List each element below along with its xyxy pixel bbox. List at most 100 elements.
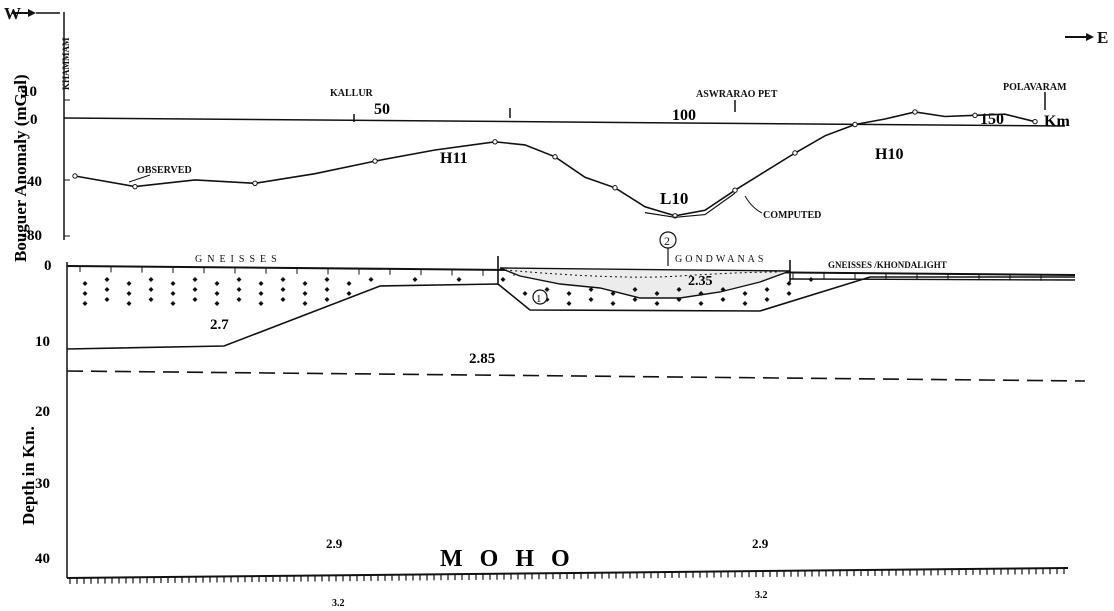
gneiss-mark <box>280 276 286 282</box>
gneiss-mark <box>654 290 660 296</box>
east-label: E <box>1097 28 1108 47</box>
gneiss-mark <box>104 296 110 302</box>
gneiss-mark <box>566 290 572 296</box>
gneiss-mark <box>280 296 286 302</box>
depth-tick-30: 30 <box>35 476 50 492</box>
gneiss-mark <box>588 286 594 292</box>
observed-anomaly-curve <box>74 111 1036 217</box>
gravity-ytick-10: 10 <box>22 84 37 100</box>
gneiss-mark <box>170 290 176 296</box>
gneiss-mark <box>720 286 726 292</box>
depth-tick-40: 40 <box>35 551 50 567</box>
gneiss-mark <box>346 290 352 296</box>
west-label: W <box>4 4 21 23</box>
gneiss-mark <box>258 300 264 306</box>
gneiss-mark <box>104 286 110 292</box>
gneiss-mark <box>324 296 330 302</box>
upper-crust-boundary <box>66 276 1075 350</box>
gneiss-mark <box>742 300 748 306</box>
section-panel: Depth in Km. 0 10 20 30 40 GNEISSES GOND… <box>19 231 1086 609</box>
density-3-2-left: 3.2 <box>332 598 345 609</box>
km-tick-150: 150 <box>980 111 1004 128</box>
gravity-ytick-0: 0 <box>30 112 38 128</box>
feature-h10: H10 <box>875 146 903 163</box>
west-arrow: W <box>4 4 60 23</box>
observed-point <box>72 173 78 179</box>
feature-l10: L10 <box>660 189 688 208</box>
body-marker-2: 2 <box>659 231 677 266</box>
density-3-2-right: 3.2 <box>755 590 768 601</box>
km-unit-label: Km <box>1044 113 1070 130</box>
gneiss-mark <box>302 300 308 306</box>
gneiss-mark <box>698 290 704 296</box>
density-2-9-left: 2.9 <box>326 536 343 551</box>
gneiss-mark <box>148 276 154 282</box>
observed-point <box>252 180 258 187</box>
gneiss-mark <box>214 280 220 286</box>
gneiss-mark <box>632 296 638 302</box>
gravity-y-axis-label: Bouguer Anomaly (mGal) <box>11 74 30 262</box>
gneiss-mark <box>104 276 110 282</box>
gneiss-mark <box>236 296 242 302</box>
gneiss-mark <box>786 290 792 296</box>
observed-point <box>972 112 978 119</box>
distance-axis <box>63 117 1066 127</box>
feature-h11: H11 <box>440 150 468 167</box>
observed-point <box>732 187 738 193</box>
km-tick-50: 50 <box>374 101 390 118</box>
gneiss-mark <box>302 280 308 286</box>
density-2-9-right: 2.9 <box>752 536 769 551</box>
gneiss-mark <box>170 280 176 286</box>
observed-label: OBSERVED <box>137 165 192 176</box>
observed-points <box>72 109 1038 219</box>
place-polavaram: POLAVARAM <box>1003 82 1067 93</box>
gneiss-mark <box>148 286 154 292</box>
gneiss-mark <box>82 280 88 286</box>
observed-point <box>912 109 918 115</box>
gneiss-mark <box>324 286 330 292</box>
gneiss-mark <box>82 290 88 296</box>
gneiss-mark <box>192 276 198 282</box>
gneiss-mark <box>324 276 330 282</box>
gravity-panel: Bouguer Anomaly (mGal) 10 0 -40 -80 50 1… <box>11 12 1070 262</box>
body-marker-1: 1 <box>532 289 548 305</box>
gneiss-mark <box>764 296 770 302</box>
gneiss-mark <box>720 296 726 302</box>
depth-tick-20: 20 <box>35 404 50 420</box>
gneiss-mark <box>632 286 638 292</box>
depth-tick-10: 10 <box>35 334 50 350</box>
gneiss-mark <box>522 290 528 296</box>
computed-anomaly-curve <box>644 192 736 218</box>
gneiss-mark <box>214 300 220 306</box>
gneiss-mark <box>302 290 308 296</box>
gneiss-mark <box>742 290 748 296</box>
km-tick-100: 100 <box>672 107 696 124</box>
gneiss-mark <box>544 286 550 292</box>
computed-label: COMPUTED <box>763 210 821 221</box>
gneiss-mark <box>456 276 462 282</box>
unit-gneisses-khondalight: GNEISSES /KHONDALIGHT <box>828 260 947 270</box>
gneiss-mark <box>610 290 616 296</box>
gneiss-mark <box>566 300 572 306</box>
observed-point <box>372 158 378 164</box>
observed-point <box>612 185 618 191</box>
gneiss-mark <box>192 296 198 302</box>
gneiss-mark <box>610 300 616 306</box>
svg-text:2: 2 <box>664 234 670 248</box>
unit-gondwanas: GONDWANAS <box>675 254 766 265</box>
gneiss-mark <box>82 300 88 306</box>
gneiss-mark <box>698 300 704 306</box>
gneiss-mark <box>346 280 352 286</box>
svg-text:1: 1 <box>536 293 542 305</box>
gneiss-mark <box>808 276 814 282</box>
place-kallur: KALLUR <box>330 88 374 99</box>
depth-tick-0: 0 <box>44 258 52 274</box>
gneiss-mark <box>500 276 506 282</box>
gneiss-mark <box>192 286 198 292</box>
gneiss-mark <box>214 290 220 296</box>
gneiss-mark <box>654 300 660 306</box>
gneiss-mark <box>280 286 286 292</box>
observed-point <box>132 183 138 190</box>
gneiss-mark <box>588 296 594 302</box>
density-2-85: 2.85 <box>469 351 495 367</box>
